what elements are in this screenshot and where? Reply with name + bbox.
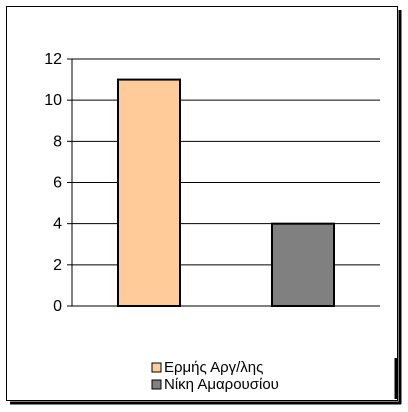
- bar-chart: 0 2 4 6 8 10 12 Ερμής Αργ/λης Νίκη Αμαρουσίου: [6, 6, 402, 405]
- legend-swatch-ermis: [151, 362, 162, 373]
- chart-frame: 0 2 4 6 8 10 12 Ερμής Αργ/λης Νίκη Αμαρουσίου: [6, 6, 402, 406]
- bar-niki: [271, 222, 335, 308]
- y-tick-label-12: 12: [44, 51, 62, 68]
- bars: [117, 78, 335, 308]
- y-tick-labels: 0 2 4 6 8 10 12: [44, 51, 62, 315]
- legend: Ερμής Αργ/λης Νίκη Αμαρουσίου: [142, 355, 398, 399]
- legend-label-ermis: Ερμής Αργ/λης: [164, 359, 263, 376]
- y-tick-label-6: 6: [53, 175, 62, 192]
- y-tick-label-0: 0: [53, 298, 62, 315]
- legend-swatch-niki: [151, 379, 162, 390]
- chart-border: [6, 6, 398, 401]
- legend-label-niki: Νίκη Αμαρουσίου: [164, 376, 279, 393]
- y-tick-label-10: 10: [44, 92, 62, 109]
- y-tick-label-8: 8: [53, 133, 62, 150]
- y-tick-label-2: 2: [53, 257, 62, 274]
- bar-ermis: [117, 78, 181, 308]
- y-tick-label-4: 4: [53, 216, 62, 233]
- legend-box: [142, 355, 394, 397]
